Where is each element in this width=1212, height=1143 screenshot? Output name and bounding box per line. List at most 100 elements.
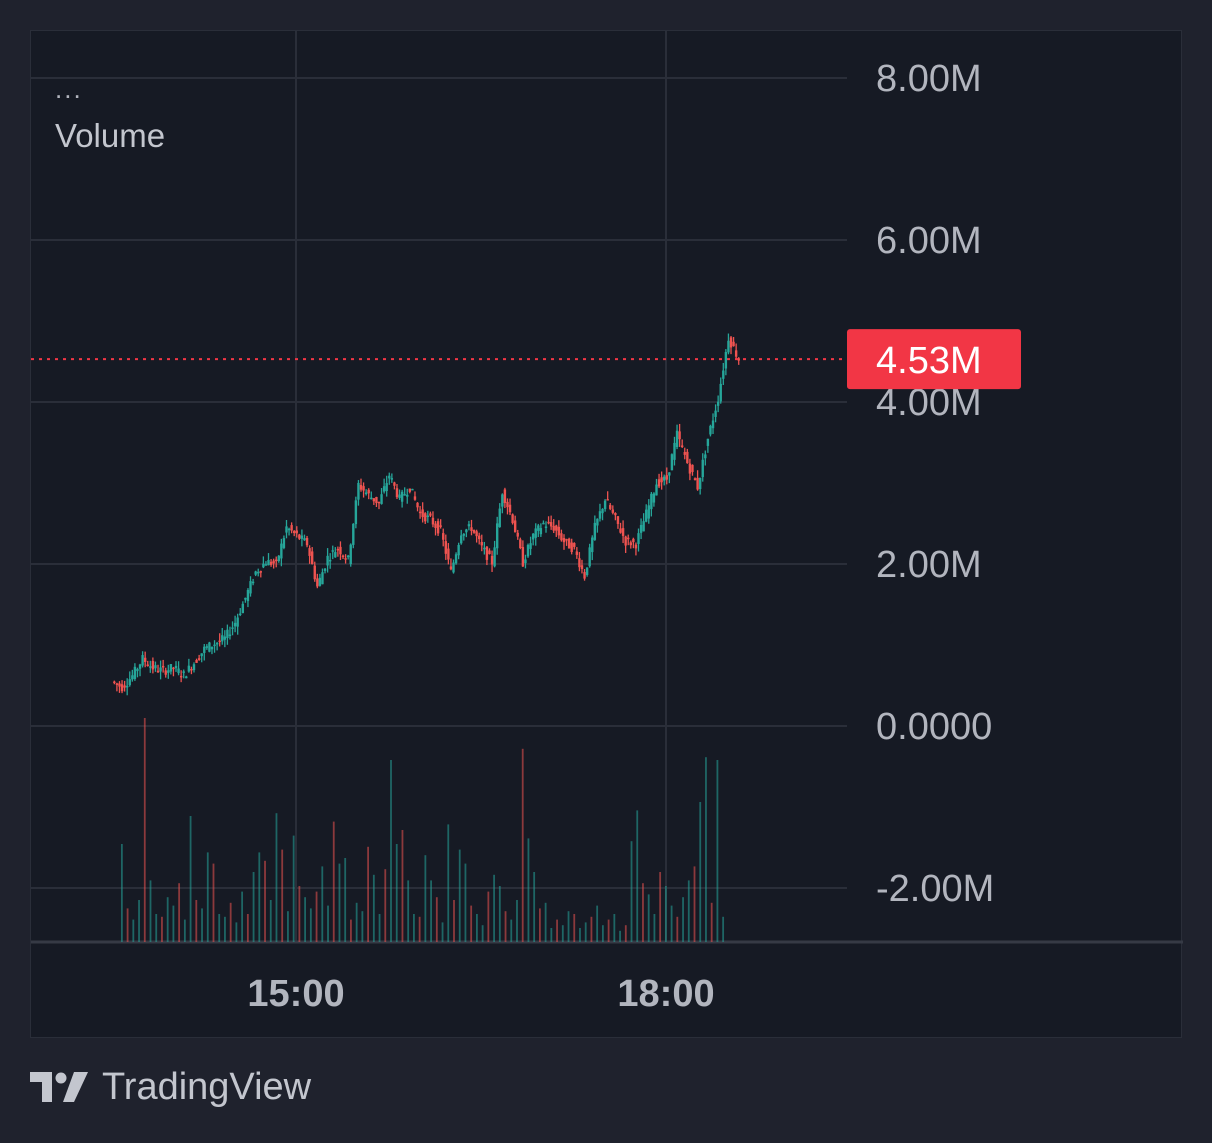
volume-bar bbox=[636, 810, 639, 942]
volume-bar bbox=[143, 718, 146, 942]
candle-body bbox=[709, 425, 712, 435]
candle-body bbox=[164, 670, 167, 675]
price-axis-tick: 8.00M bbox=[876, 58, 982, 100]
candle-body bbox=[406, 494, 409, 497]
candle-body bbox=[341, 555, 345, 558]
candle-body bbox=[318, 577, 322, 586]
candle-body bbox=[277, 555, 280, 562]
candle-body bbox=[534, 528, 537, 538]
volume-bar bbox=[538, 908, 541, 942]
volume-bar bbox=[659, 872, 662, 942]
candle-body bbox=[203, 646, 206, 653]
candle-body bbox=[133, 666, 137, 679]
volume-indicator-label[interactable]: Volume bbox=[55, 117, 166, 154]
candle-body bbox=[734, 350, 738, 357]
candle-body bbox=[115, 683, 119, 685]
last-price-label: 4.53M bbox=[876, 340, 982, 382]
candle-body bbox=[542, 522, 545, 525]
candle-body bbox=[393, 482, 396, 486]
candle-body bbox=[583, 572, 586, 579]
volume-bar bbox=[327, 905, 329, 942]
volume-bar bbox=[338, 863, 341, 942]
candle-body bbox=[436, 521, 440, 534]
candle-body bbox=[400, 491, 404, 502]
candle-body bbox=[596, 518, 599, 526]
volume-bar bbox=[573, 914, 576, 942]
candle-body bbox=[575, 551, 579, 555]
candle-body bbox=[493, 547, 496, 567]
volume-bar bbox=[201, 908, 203, 942]
tradingview-brand[interactable]: TradingView bbox=[30, 1066, 311, 1109]
candle-body bbox=[223, 636, 227, 640]
candle-body bbox=[154, 665, 157, 669]
volume-bar bbox=[281, 849, 284, 942]
volume-bar bbox=[309, 908, 312, 942]
candle-body bbox=[249, 581, 252, 594]
candle-body bbox=[606, 499, 609, 501]
candle-body bbox=[228, 634, 232, 637]
candle-body bbox=[113, 681, 116, 684]
volume-bar bbox=[269, 900, 272, 942]
candle-body bbox=[727, 340, 730, 353]
candle-body bbox=[524, 559, 527, 564]
candle-body bbox=[624, 536, 627, 546]
volume-bar bbox=[613, 914, 616, 942]
candle-body bbox=[357, 482, 360, 500]
candle-body bbox=[488, 550, 491, 555]
candle-body bbox=[647, 505, 650, 519]
candle-body bbox=[560, 533, 563, 541]
candle-body bbox=[275, 559, 278, 562]
volume-bar bbox=[395, 844, 398, 942]
candle-body bbox=[632, 538, 635, 543]
candle-body bbox=[565, 539, 568, 541]
volume-bar bbox=[693, 866, 696, 942]
volume-bar bbox=[630, 841, 633, 942]
candle-body bbox=[344, 558, 347, 560]
candle-body bbox=[169, 664, 173, 672]
candle-body bbox=[714, 410, 717, 417]
candle-body bbox=[598, 511, 602, 519]
candle-body bbox=[244, 597, 247, 600]
volume-bar bbox=[664, 886, 667, 942]
candle-body bbox=[652, 493, 656, 503]
candle-body bbox=[290, 525, 293, 531]
candle-body bbox=[429, 513, 432, 516]
volume-bar bbox=[189, 816, 192, 942]
chart-menu-dots[interactable]: ... bbox=[55, 74, 83, 104]
candle-body bbox=[118, 683, 121, 687]
candle-body bbox=[593, 522, 597, 540]
volume-bar bbox=[601, 925, 604, 942]
volume-bar bbox=[321, 866, 324, 942]
candle-body bbox=[621, 528, 625, 536]
candle-body bbox=[424, 513, 427, 522]
candle-body bbox=[719, 383, 722, 402]
candle-body bbox=[567, 538, 571, 549]
volume-bar bbox=[372, 874, 375, 942]
candle-body bbox=[642, 521, 645, 532]
candle-body bbox=[724, 352, 728, 369]
volume-bar bbox=[246, 914, 249, 942]
volume-bar bbox=[183, 919, 186, 942]
candle-body bbox=[570, 542, 573, 553]
candle-body bbox=[120, 684, 124, 692]
candle-body bbox=[472, 529, 476, 533]
volume-bar bbox=[292, 835, 295, 942]
chart-panel[interactable]: 8.00M 6.00M 4.00M 2.00M 0.0000 -2.00M 15:00 18:… bbox=[30, 30, 1183, 1039]
volume-bar bbox=[493, 874, 495, 942]
candle-body bbox=[426, 515, 430, 518]
candle-body bbox=[236, 617, 239, 627]
candle-body bbox=[323, 568, 327, 571]
candle-body bbox=[267, 559, 270, 566]
volume-bar bbox=[212, 863, 215, 942]
volume-bar bbox=[533, 872, 536, 942]
candle-body bbox=[511, 514, 514, 524]
candle-body bbox=[403, 494, 406, 496]
candle-body bbox=[686, 451, 689, 464]
candle-body bbox=[259, 571, 262, 573]
volume-bar bbox=[481, 925, 484, 942]
volume-bar bbox=[590, 916, 593, 942]
candle-body bbox=[460, 535, 463, 544]
candle-body bbox=[208, 642, 211, 652]
price-axis-tick: 6.00M bbox=[876, 220, 982, 262]
